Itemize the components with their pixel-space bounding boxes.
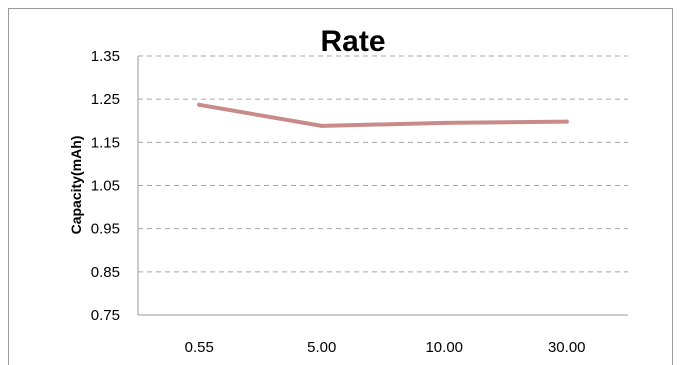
gridlines	[138, 55, 628, 273]
y-tick-label: 0.85	[91, 264, 120, 281]
x-tick-label: 10.00	[425, 339, 463, 356]
series-lines	[197, 102, 569, 128]
x-tick-label: 5.00	[307, 339, 336, 356]
chart-title: Rate	[320, 25, 385, 58]
data-point	[197, 102, 202, 107]
data-point	[442, 120, 447, 125]
data-point	[319, 123, 324, 128]
series-line	[197, 102, 569, 128]
x-tick-label: 30.00	[548, 339, 586, 356]
y-tick-label: 1.25	[91, 91, 120, 108]
y-tick-label: 1.35	[91, 48, 120, 65]
y-axis-label: Capacity(mAh)	[68, 136, 84, 235]
y-tick-label: 0.75	[91, 307, 120, 324]
data-point	[564, 119, 569, 124]
x-tick-label: 0.55	[185, 339, 214, 356]
chart-frame	[8, 8, 673, 365]
y-tick-labels: 0.75 0.85 0.95 1.05 1.15 1.25 1.35	[91, 48, 120, 324]
x-tick-labels: 0.55 5.00 10.00 30.00	[185, 339, 586, 356]
y-tick-label: 1.05	[91, 178, 120, 195]
y-tick-label: 0.95	[91, 221, 120, 238]
axes	[137, 56, 628, 316]
y-tick-label: 1.15	[91, 134, 120, 151]
